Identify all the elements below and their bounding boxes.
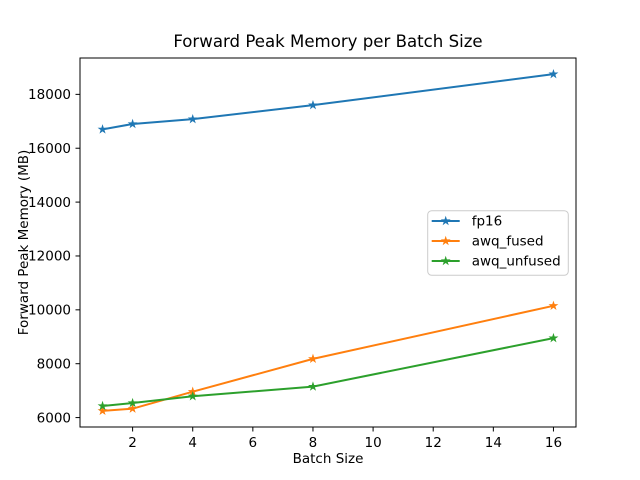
x-tick-label: 10 <box>364 435 381 451</box>
legend-entry-fp16: fp16 <box>472 214 503 230</box>
y-axis-label: Forward Peak Memory (MB) <box>16 150 32 336</box>
marker-awq_unfused <box>187 391 198 401</box>
x-tick-label: 2 <box>128 435 137 451</box>
chart-title: Forward Peak Memory per Batch Size <box>173 32 482 51</box>
x-tick-label: 14 <box>485 435 502 451</box>
y-tick-label: 10000 <box>28 303 71 319</box>
marker-awq_fused <box>97 405 108 416</box>
y-tick-label: 16000 <box>28 141 71 157</box>
plot-line-awq_unfused <box>102 337 554 407</box>
marker-fp16 <box>97 124 108 134</box>
marker-awq_unfused <box>97 400 108 411</box>
marker-fp16 <box>308 99 318 110</box>
marker-awq_unfused <box>308 381 318 391</box>
marker-fp16 <box>187 113 198 124</box>
marker-fp16 <box>548 68 559 79</box>
legend-entry-awq_unfused: awq_unfused <box>472 254 561 270</box>
plot-line-awq_fused <box>102 304 554 412</box>
x-tick-label: 6 <box>249 435 258 451</box>
x-tick-label: 4 <box>188 435 197 451</box>
legend: fp16 awq_fused awq_unfused <box>427 210 569 276</box>
legend-marker-sample <box>440 235 451 246</box>
marker-awq_unfused <box>127 397 138 408</box>
y-tick-label: 14000 <box>28 195 71 211</box>
marker-awq_fused <box>548 300 559 310</box>
marker-awq_unfused <box>548 332 559 343</box>
x-tick-label: 16 <box>545 435 562 451</box>
legend-entry-awq_fused: awq_fused <box>472 234 544 250</box>
y-tick-label: 6000 <box>37 410 71 426</box>
legend-marker-sample <box>440 255 451 266</box>
x-tick-label: 12 <box>425 435 442 451</box>
legend-marker-sample <box>440 215 451 226</box>
marker-awq_fused <box>308 353 318 364</box>
legend-box <box>427 210 569 276</box>
marker-fp16 <box>127 118 138 129</box>
y-tick-label: 18000 <box>28 87 71 103</box>
x-axis-label: Batch Size <box>293 451 364 467</box>
y-tick-label: 12000 <box>28 249 71 265</box>
plot-area <box>79 57 577 428</box>
marker-awq_fused <box>127 403 138 413</box>
x-tick-label: 8 <box>309 435 318 451</box>
plot-line-fp16 <box>102 73 554 131</box>
y-tick-label: 8000 <box>37 356 71 372</box>
